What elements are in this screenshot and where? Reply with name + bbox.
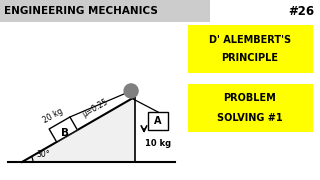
Text: ENGINEERING MECHANICS: ENGINEERING MECHANICS [4,6,158,16]
Text: 30°: 30° [36,150,50,159]
Bar [188,25,313,73]
Polygon shape [22,97,135,162]
Text: D' ALEMBERT'S: D' ALEMBERT'S [209,35,291,45]
Text: PROBLEM: PROBLEM [224,93,276,103]
Text: SOLVING #1: SOLVING #1 [217,113,283,123]
Text: A: A [154,116,162,126]
Polygon shape [49,117,77,142]
Bar [148,112,168,130]
Bar [188,84,313,132]
Text: B: B [61,128,69,138]
Text: 10 kg: 10 kg [145,139,171,148]
Bar [0,0,210,22]
Circle shape [124,84,138,98]
Text: PRINCIPLE: PRINCIPLE [221,53,278,63]
Text: 20 kg: 20 kg [41,107,64,125]
Text: μ=0.25: μ=0.25 [81,97,109,119]
Text: #26: #26 [288,4,314,17]
